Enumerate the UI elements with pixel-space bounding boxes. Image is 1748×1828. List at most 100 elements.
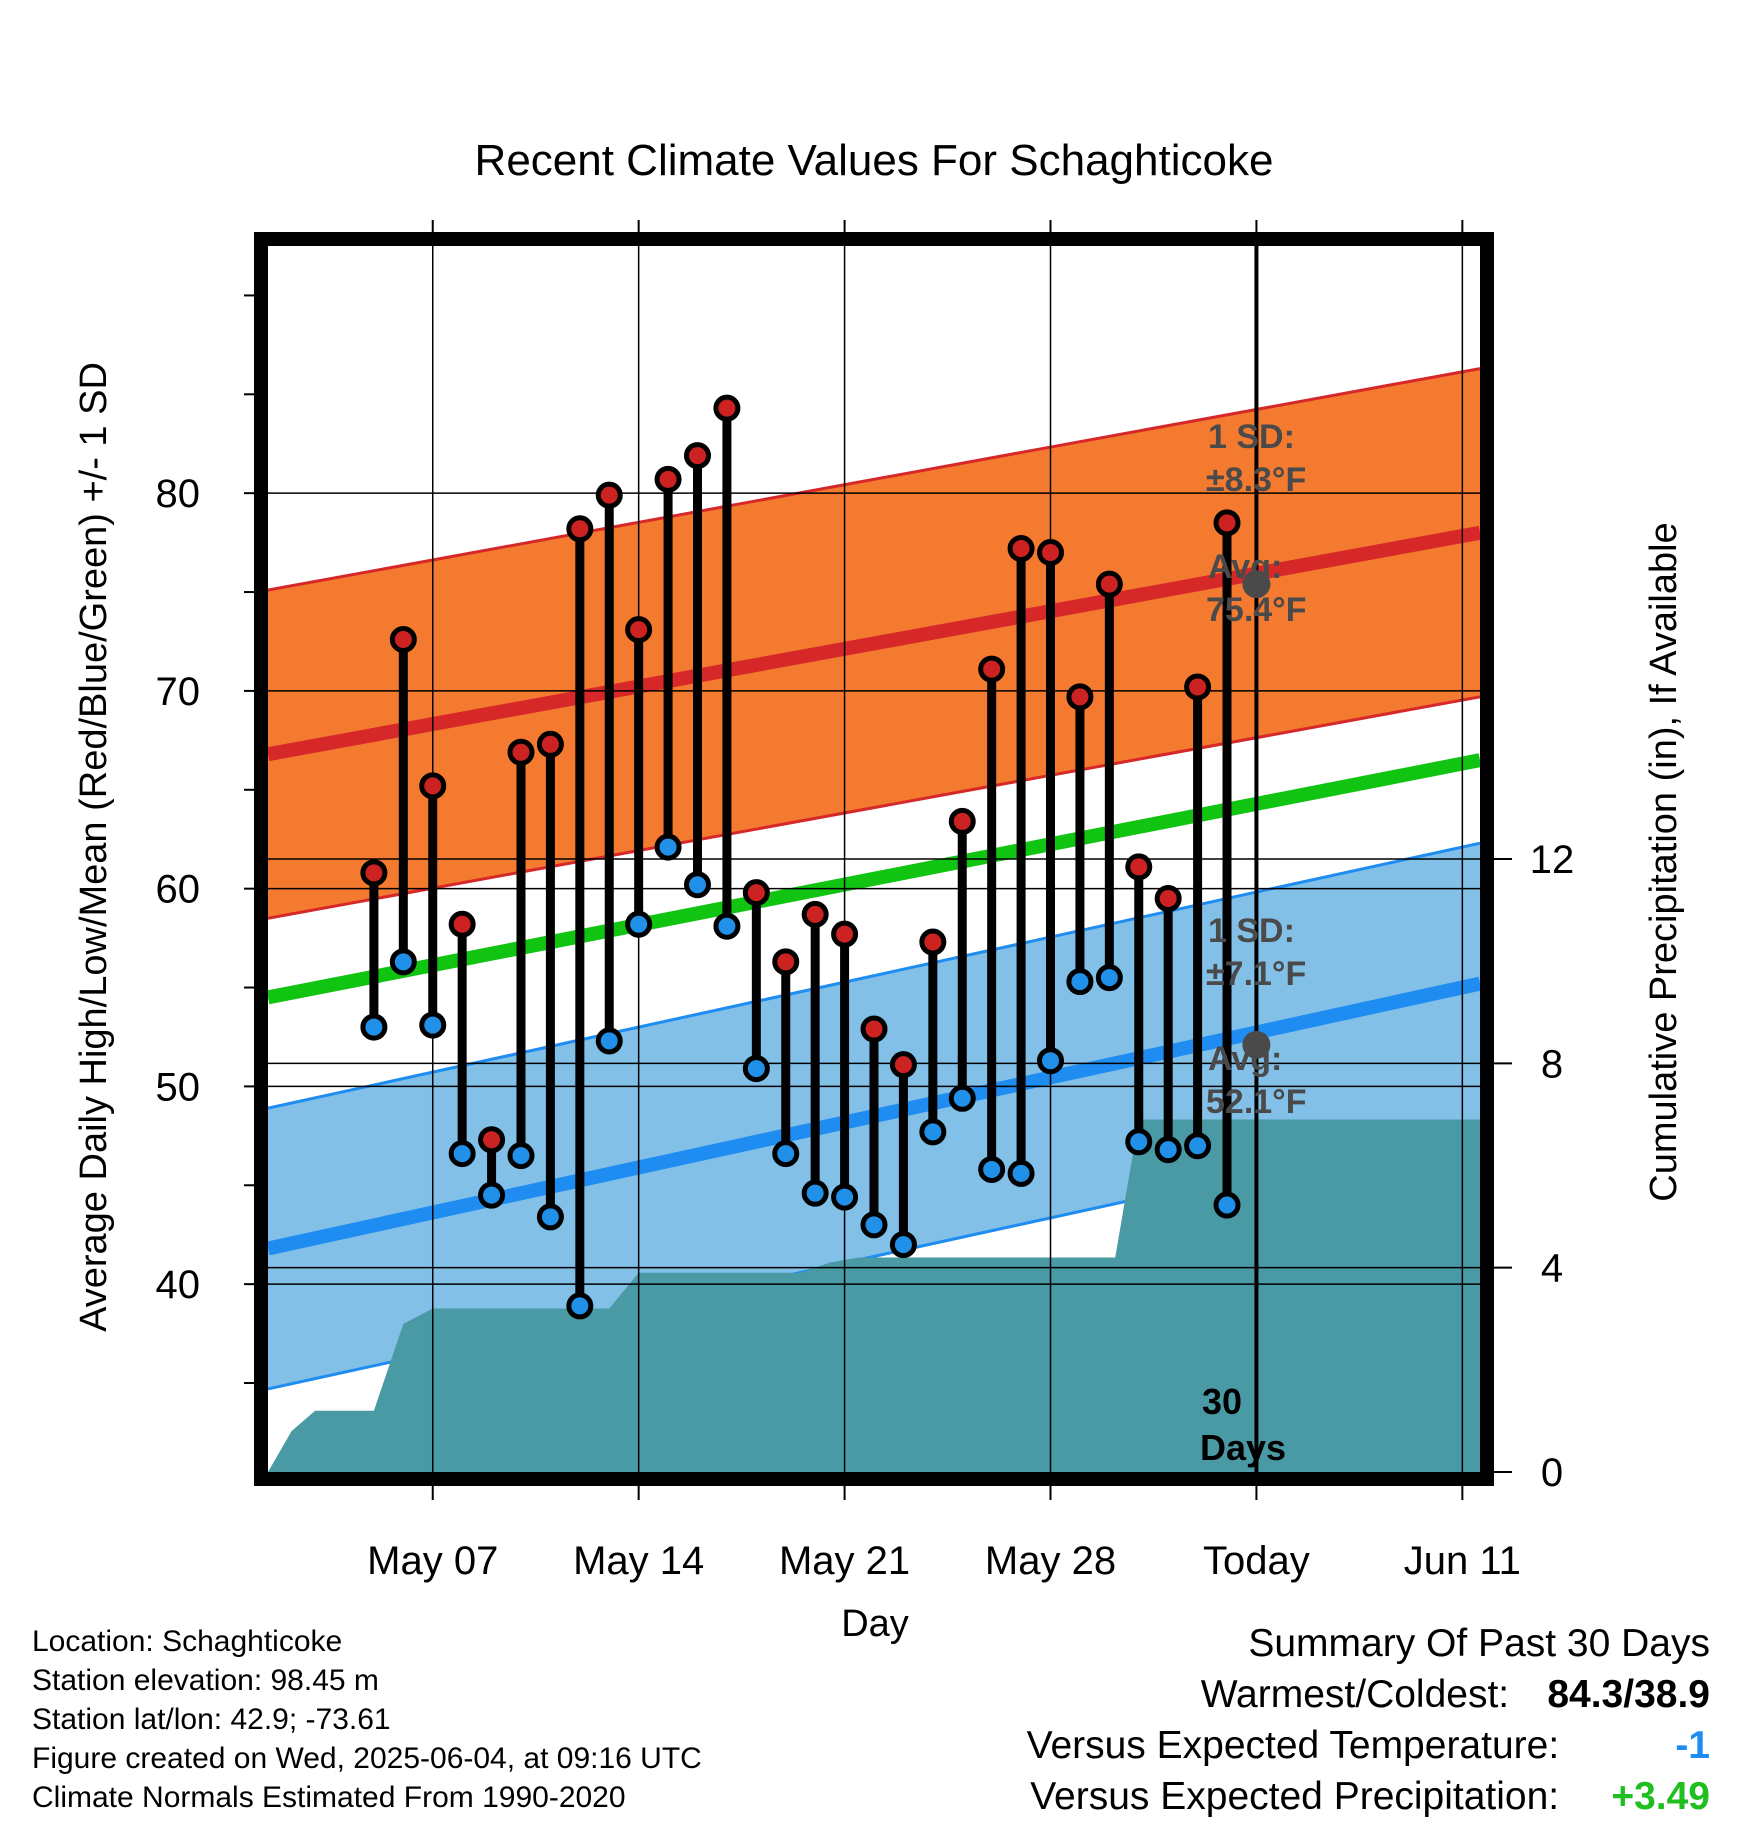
low-temp-point [448,1140,476,1168]
location-text: Location: Schaghticoke [32,1625,343,1658]
high-temp-point [360,859,388,887]
plot-frame [254,232,1494,1486]
low-temp-point [683,871,711,899]
y2-axis-label: Cumulative Precipitation (in), If Availa… [1643,522,1685,1201]
high-temp-point [566,515,594,543]
low-temp-point [1095,964,1123,992]
low-temp-point [654,833,682,861]
plot-content [268,246,1480,1472]
low-temp-point [978,1155,1006,1183]
high-temp-point [742,879,770,907]
low-temp-point [1184,1132,1212,1160]
low-temp-point [889,1231,917,1259]
high-temp-point [919,928,947,956]
high-avg-value: 75.4°F [1206,591,1307,629]
low-temp-point [419,1011,447,1039]
y2-tick-label: 12 [1530,838,1575,882]
temperature-value: -1 [1675,1724,1710,1767]
low-temp-point [566,1292,594,1320]
low-avg-label: Avg: [1208,1040,1282,1078]
x-tick-label: May 28 [985,1539,1116,1583]
warmest-coldest-value: 84.3/38.9 [1547,1673,1710,1716]
low-temp-point [389,948,417,976]
high-temp-point [831,920,859,948]
high-temp-point [536,730,564,758]
high-temp-point [860,1015,888,1043]
high-temp-point [1184,673,1212,701]
created-text: Figure created on Wed, 2025-06-04, at 09… [32,1742,702,1775]
days-count-number: 30 [1202,1381,1242,1422]
temperature-label: Versus Expected Temperature: [1026,1724,1560,1767]
y-tick-label: 40 [156,1263,201,1307]
x-tick-label: Jun 11 [1404,1539,1521,1583]
temperature-row: Versus Expected Temperature: -1 [1027,1720,1710,1771]
high-temp-point [1095,570,1123,598]
y2-tick-label: 4 [1541,1247,1563,1291]
low-temp-point [1037,1047,1065,1075]
low-temp-point [595,1027,623,1055]
high-sd-value: ±8.3°F [1206,461,1306,499]
high-temp-point [948,807,976,835]
low-temp-point [1213,1191,1241,1219]
high-sd-lower-edge [268,695,1480,920]
y2-tick-label: 0 [1541,1451,1563,1495]
low-temp-point [625,910,653,938]
annotations: 1 SD: ±8.3°F Avg: 75.4°F 1 SD: ±7.1°F Av… [1200,418,1307,1468]
high-temp-point [801,900,829,928]
high-temp-point [595,481,623,509]
y2-tick-label: 8 [1541,1042,1563,1086]
low-temp-point [860,1211,888,1239]
high-sd-label: 1 SD: [1208,418,1295,456]
high-temp-point [1125,853,1153,881]
latlon-text: Station lat/lon: 42.9; -73.61 [32,1703,391,1736]
high-temp-point [448,910,476,938]
y-axis-label: Average Daily High/Low/Mean (Red/Blue/Gr… [73,362,115,1332]
low-temp-point [1154,1136,1182,1164]
high-average-line [268,525,1480,762]
x-tick-label: Today [1203,1539,1310,1583]
x-tick-label: May 07 [367,1539,498,1583]
precipitation-value: +3.49 [1611,1775,1710,1818]
low-temp-point [742,1055,770,1083]
low-temp-point [772,1140,800,1168]
plot-area: 40 50 60 70 80 0 4 8 12 May 07 May 14 May 21 May 28 T… [156,220,1575,1583]
y-tick-label: 80 [156,472,201,516]
low-temp-point [831,1183,859,1211]
high-temp-point [772,948,800,976]
high-temp-point [1007,535,1035,563]
high-temp-point [478,1126,506,1154]
low-temp-point [713,912,741,940]
low-temp-point [1066,968,1094,996]
high-temp-point [683,442,711,470]
high-temp-point [1066,683,1094,711]
x-tick-label: May 21 [779,1539,910,1583]
y-tick-label: 70 [156,670,201,714]
high-temp-point [713,394,741,422]
low-temp-point [536,1203,564,1231]
today-avg-low-marker [1242,1030,1271,1059]
low-temp-point [360,1013,388,1041]
high-temp-point [978,655,1006,683]
y-tick-label: 60 [156,868,201,912]
low-temp-point [478,1181,506,1209]
elevation-text: Station elevation: 98.45 m [32,1664,379,1697]
low-temp-point [919,1118,947,1146]
low-temp-point [1007,1159,1035,1187]
low-temp-point [801,1179,829,1207]
summary-panel: Summary Of Past 30 Days Warmest/Coldest:… [1027,1618,1710,1822]
station-info: Location: Schaghticoke Station elevation… [32,1622,702,1817]
precipitation-label: Versus Expected Precipitation: [1030,1775,1560,1818]
low-sd-value: ±7.1°F [1206,955,1306,993]
high-temp-point [389,626,417,654]
low-temp-point [507,1142,535,1170]
low-avg-value: 52.1°F [1206,1083,1307,1121]
low-temp-point [1125,1128,1153,1156]
warmest-coldest-label: Warmest/Coldest: [1200,1673,1510,1716]
high-temp-point [654,465,682,493]
high-temp-point [507,738,535,766]
high-temp-point [1037,539,1065,566]
precipitation-area [268,1119,1480,1472]
high-temp-point [625,616,653,644]
mean-average-line [268,753,1480,1005]
